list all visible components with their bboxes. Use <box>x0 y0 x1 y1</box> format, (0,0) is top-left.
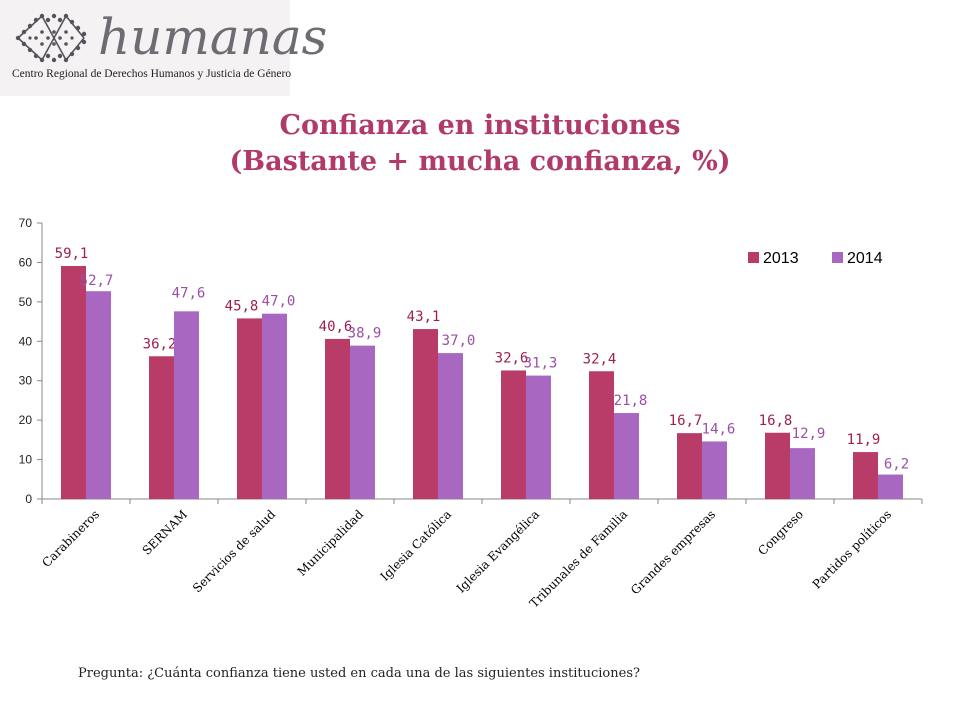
data-label-2013-4: 40,6 <box>319 319 353 335</box>
y-tick-label: 40 <box>19 334 33 348</box>
bar-2014-4 <box>350 345 375 499</box>
data-label-2014-9: 12,9 <box>792 426 826 442</box>
y-tick-label: 70 <box>19 216 33 230</box>
y-tick-label: 10 <box>19 453 33 467</box>
bar-2014-3 <box>262 313 287 499</box>
humanas-logo-icon <box>15 13 87 63</box>
y-tick-label: 30 <box>19 374 33 388</box>
bar-2014-2 <box>174 311 199 499</box>
bar-2014-10 <box>878 474 903 499</box>
data-label-2014-5: 37,0 <box>442 333 476 349</box>
category-label-8: Grandes empresas <box>628 507 718 597</box>
legend-swatch-2014 <box>832 252 843 263</box>
logo-subtitle: Centro Regional de Derechos Humanos y Ju… <box>12 68 292 80</box>
data-label-2013-3: 45,8 <box>225 298 259 314</box>
data-label-2014-7: 21,8 <box>614 393 648 409</box>
data-label-2013-2: 36,2 <box>143 336 177 352</box>
bar-2014-5 <box>438 353 463 499</box>
bar-2013-4 <box>325 338 350 499</box>
data-label-2014-8: 14,6 <box>702 421 736 437</box>
category-label-4: Municipalidad <box>295 507 367 579</box>
bar-2013-3 <box>237 318 262 499</box>
bar-2013-2 <box>149 356 174 499</box>
bar-2013-9 <box>765 432 790 499</box>
data-label-2014-10: 6,2 <box>884 457 909 473</box>
y-tick-label: 0 <box>25 492 32 506</box>
category-label-3: Servicios de salud <box>190 507 278 595</box>
data-label-2013-9: 16,8 <box>759 413 793 429</box>
category-label-5: Iglesia Católica <box>378 507 455 584</box>
bar-2013-6 <box>501 370 526 499</box>
data-label-2014-6: 31,3 <box>524 356 558 372</box>
legend-label-2014: 2014 <box>847 250 883 267</box>
data-label-2013-6: 32,6 <box>495 350 529 366</box>
bar-2013-1 <box>61 265 86 499</box>
bar-2014-1 <box>86 291 111 499</box>
category-label-10: Partidos políticos <box>810 507 894 591</box>
data-label-2013-8: 16,7 <box>669 413 703 429</box>
y-tick-label: 50 <box>19 295 33 309</box>
logo: humanas Centro Regional de Derechos Huma… <box>0 0 327 96</box>
y-tick-label: 60 <box>19 255 33 269</box>
data-label-2014-4: 38,9 <box>348 326 382 342</box>
category-label-6: Iglesia Evangélica <box>454 507 542 595</box>
title-line-2: (Bastante + mucha confianza, %) <box>229 146 731 177</box>
data-label-2014-1: 52,7 <box>80 273 114 289</box>
data-label-2014-3: 47,0 <box>262 294 296 310</box>
bar-2013-8 <box>677 433 702 499</box>
legend-swatch-2013 <box>748 252 759 263</box>
category-label-9: Congreso <box>755 507 806 558</box>
question-footnote: Pregunta: ¿Cuánta confianza tiene usted … <box>78 666 640 681</box>
bar-2013-7 <box>589 371 614 499</box>
data-label-2014-2: 47,6 <box>172 285 206 301</box>
bar-2013-5 <box>413 329 438 499</box>
y-tick-label: 20 <box>19 413 33 427</box>
legend-label-2013: 2013 <box>763 250 799 267</box>
category-label-1: Carabineros <box>39 507 102 570</box>
bar-2014-7 <box>614 413 639 499</box>
bar-2014-6 <box>526 375 551 499</box>
data-label-2013-10: 11,9 <box>847 432 881 448</box>
page-title: Confianza en instituciones (Bastante + m… <box>0 108 960 180</box>
data-label-2013-7: 32,4 <box>583 351 617 367</box>
logo-wordmark: humanas <box>98 8 328 66</box>
category-label-2: SERNAM <box>140 507 191 558</box>
bar-2013-10 <box>853 452 878 499</box>
category-label-7: Tribunales de Familia <box>527 507 630 610</box>
bar-2014-9 <box>790 448 815 499</box>
data-label-2013-5: 43,1 <box>407 309 441 325</box>
title-line-1: Confianza en instituciones <box>279 110 681 141</box>
bar-2014-8 <box>702 441 727 499</box>
data-label-2013-1: 59,1 <box>55 246 89 262</box>
